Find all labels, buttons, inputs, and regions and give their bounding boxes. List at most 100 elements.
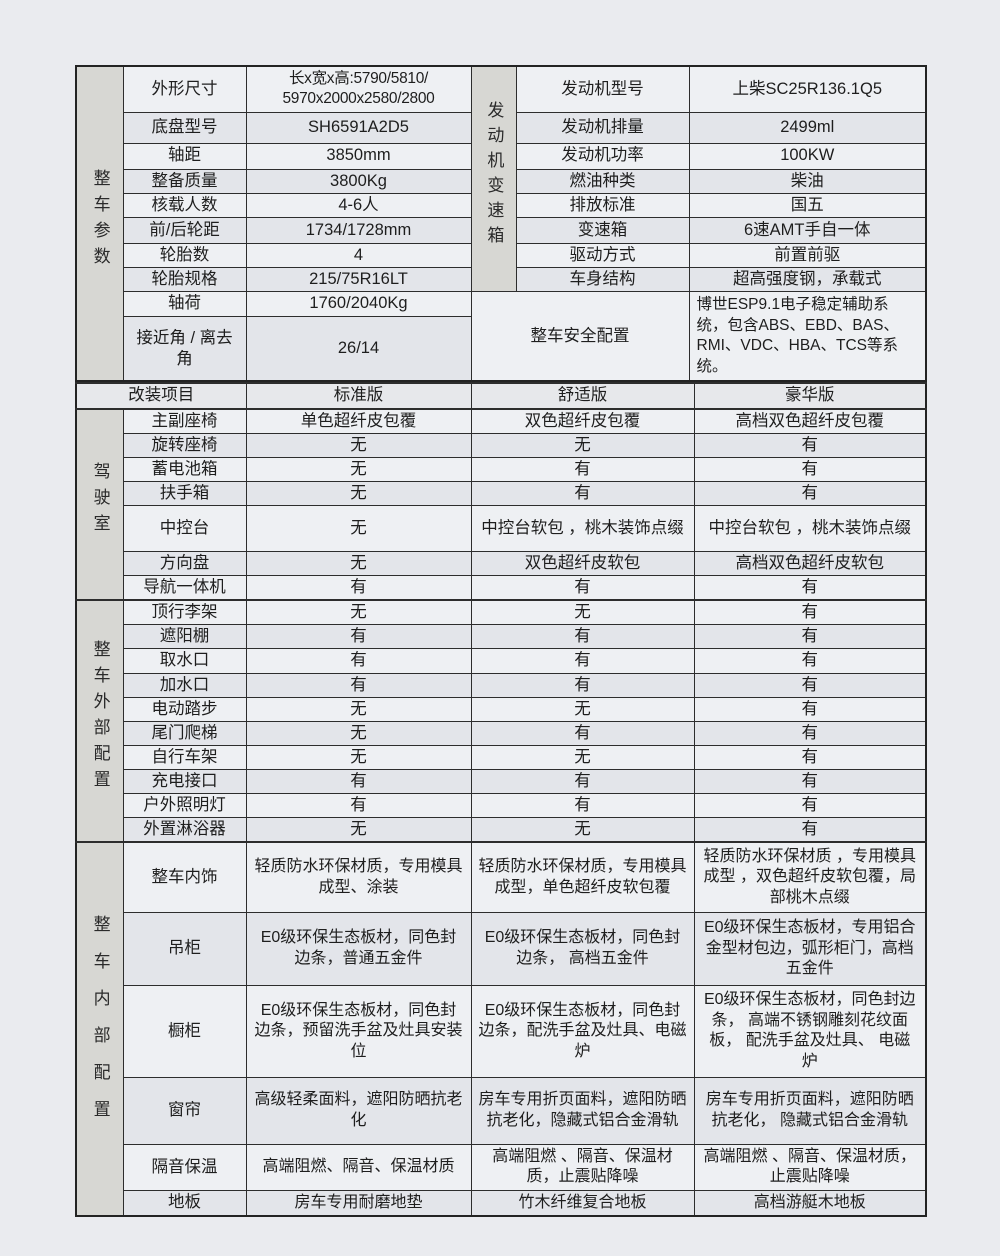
cell-standard: 有 (245, 624, 472, 650)
cell-comfort: 高端阻燃 、隔音、保温材质，止震贴降噪 (470, 1143, 695, 1191)
cell-standard: E0级环保生态板材，同色封边条，普通五金件 (245, 911, 472, 986)
spec-label: 轴距 (122, 142, 247, 170)
cell-standard: 高端阻燃、隔音、保温材质 (245, 1143, 472, 1191)
cell-luxury: 有 (693, 744, 927, 770)
trim-row: 蓄电池箱无有有 (76, 456, 927, 482)
spec-row: 核载人数 4-6人 排放标准 国五 (76, 192, 927, 218)
cell-standard: 无 (245, 599, 472, 626)
cell-comfort: 竹木纤维复合地板 (470, 1189, 695, 1217)
cell-luxury: 有 (693, 793, 927, 819)
cell-standard: 有 (245, 793, 472, 819)
cell-standard: 有 (245, 648, 472, 674)
cell-standard: 无 (245, 480, 472, 506)
engine-spec-label: 排放标准 (515, 192, 690, 218)
spec-value: 215/75R16LT (245, 266, 472, 292)
section-vertical-label: 整车内部配置 (90, 915, 110, 1138)
cell-standard: 有 (245, 672, 472, 698)
spec-label: 底盘型号 (122, 111, 247, 144)
trim-row: 橱柜 E0级环保生态板材，同色封边条，预留洗手盆及灶具安装位 E0级环保生态板材，同… (76, 984, 927, 1078)
row-label: 窗帘 (122, 1076, 247, 1145)
cell-comfort: 有 (470, 624, 695, 650)
cell-luxury: 有 (693, 768, 927, 795)
spec-value: 3800Kg (245, 168, 472, 194)
cell-comfort: 有 (470, 672, 695, 698)
trim-row: 遮阳棚有有有 (76, 624, 927, 650)
trim-header-row: 改装项目 标准版 舒适版 豪华版 (75, 382, 927, 410)
cell-standard: 无 (245, 456, 472, 482)
cell-luxury: 有 (693, 456, 927, 482)
spec-value: 1760/2040Kg (245, 290, 472, 317)
engine-spec-value: 6速AMT手自一体 (688, 216, 927, 244)
engine-spec-value: 2499ml (688, 111, 927, 144)
row-label: 电动踏步 (122, 696, 247, 722)
cell-standard: 无 (245, 550, 472, 577)
cell-comfort: 房车专用折页面料，遮阳防晒抗老化，隐藏式铝合金滑轨 (470, 1076, 695, 1145)
section-label-engine-gearbox: 发动机变速箱 (470, 65, 517, 292)
cell-luxury: 轻质防水环保材质 ，专用模具成型 ，双色超纤皮软包覆，局部桃木点缀 (693, 841, 927, 913)
cell-comfort: 有 (470, 575, 695, 601)
row-label: 户外照明灯 (122, 793, 247, 819)
row-label: 蓄电池箱 (122, 456, 247, 482)
cell-comfort: E0级环保生态板材，同色封边条，配洗手盆及灶具、电磁炉 (470, 984, 695, 1078)
engine-spec-value: 100KW (688, 142, 927, 170)
trim-row: 整车内部配置 整车内饰 轻质防水环保材质，专用模具成型、涂装 轻质防水环保材质，专用模… (75, 841, 927, 1217)
cell-standard: 无 (245, 744, 472, 770)
spec-value: 4-6人 (245, 192, 472, 218)
trim-row: 隔音保温 高端阻燃、隔音、保温材质 高端阻燃 、隔音、保温材质，止震贴降噪 高端阻燃 … (76, 1143, 927, 1191)
cell-comfort: 有 (470, 648, 695, 674)
row-label: 加水口 (122, 672, 247, 698)
section-vertical-label: 整车外部配置 (90, 640, 110, 797)
spec-value: 1734/1728mm (245, 216, 472, 244)
cell-luxury: 有 (693, 817, 927, 843)
cell-luxury: 有 (693, 599, 927, 626)
cell-luxury: 高端阻燃 、隔音、保温材质，止震贴降噪 (693, 1143, 927, 1191)
trim-header-comfort: 舒适版 (470, 382, 695, 410)
cell-comfort: 无 (470, 817, 695, 843)
spec-value: 长x宽x高:5790/5810/ 5970x2000x2580/2800 (245, 65, 472, 113)
cell-comfort: 无 (470, 744, 695, 770)
spec-value: 26/14 (245, 315, 472, 382)
engine-spec-label: 驱动方式 (515, 242, 690, 268)
spec-row: 轴距 3850mm 发动机功率 100KW (76, 142, 927, 170)
spec-row: 轮胎规格 215/75R16LT 车身结构 超高强度钢，承载式 (76, 266, 927, 292)
spec-row: 轮胎数 4 驱动方式 前置前驱 (76, 242, 927, 268)
cell-comfort: 双色超纤皮软包 (470, 550, 695, 577)
row-label: 地板 (122, 1189, 247, 1217)
engine-spec-label: 发动机排量 (515, 111, 690, 144)
cell-comfort: 有 (470, 720, 695, 746)
spec-row: 整车参数 外形尺寸 长x宽x高:5790/5810/ 5970x2000x2580/… (75, 65, 927, 382)
cell-standard: 无 (245, 504, 472, 552)
spec-row: 整备质量 3800Kg 燃油种类 柴油 (76, 168, 927, 194)
trim-row: 窗帘 高级轻柔面料，遮阳防晒抗老化 房车专用折页面料，遮阳防晒抗老化，隐藏式铝合金滑… (76, 1076, 927, 1145)
cell-standard: 无 (245, 696, 472, 722)
trim-row: 尾门爬梯无有有 (76, 720, 927, 746)
spec-label: 接近角 / 离去角 (122, 315, 247, 382)
spec-row: 底盘型号 SH6591A2D5 发动机排量 2499ml (76, 111, 927, 144)
section-vertical-label: 整车参数 (90, 168, 110, 273)
spec-label: 外形尺寸 (122, 65, 247, 113)
trim-row: 吊柜 E0级环保生态板材，同色封边条，普通五金件 E0级环保生态板材，同色封边条， … (76, 911, 927, 986)
cell-comfort: 轻质防水环保材质，专用模具成型，单色超纤皮软包覆 (470, 841, 695, 913)
safety-config-label: 整车安全配置 (470, 290, 690, 382)
row-label: 尾门爬梯 (122, 720, 247, 746)
section-label-1: 整车外部配置 (75, 599, 124, 843)
row-label: 遮阳棚 (122, 624, 247, 650)
spec-label: 前/后轮距 (122, 216, 247, 244)
engine-spec-value: 国五 (688, 192, 927, 218)
vehicle-params-table: 整车参数 外形尺寸 长x宽x高:5790/5810/ 5970x2000x2580/… (75, 65, 927, 383)
row-label: 吊柜 (122, 911, 247, 986)
cell-luxury: 有 (693, 480, 927, 506)
cell-luxury: 有 (693, 432, 927, 458)
row-label: 橱柜 (122, 984, 247, 1078)
cell-luxury: 中控台软包 ，桃木装饰点缀 (693, 504, 927, 552)
trim-row: 取水口有有有 (76, 648, 927, 674)
trim-header-item: 改装项目 (75, 382, 247, 410)
row-label: 主副座椅 (122, 407, 247, 434)
cell-standard: 无 (245, 720, 472, 746)
row-label: 外置淋浴器 (122, 817, 247, 843)
trim-row: 扶手箱无有有 (76, 480, 927, 506)
engine-spec-value: 前置前驱 (688, 242, 927, 268)
spec-label: 整备质量 (122, 168, 247, 194)
cell-standard: 有 (245, 575, 472, 601)
safety-config-value: 博世ESP9.1电子稳定辅助系统，包含ABS、EBD、BAS、RMI、VDC、H… (688, 290, 927, 382)
